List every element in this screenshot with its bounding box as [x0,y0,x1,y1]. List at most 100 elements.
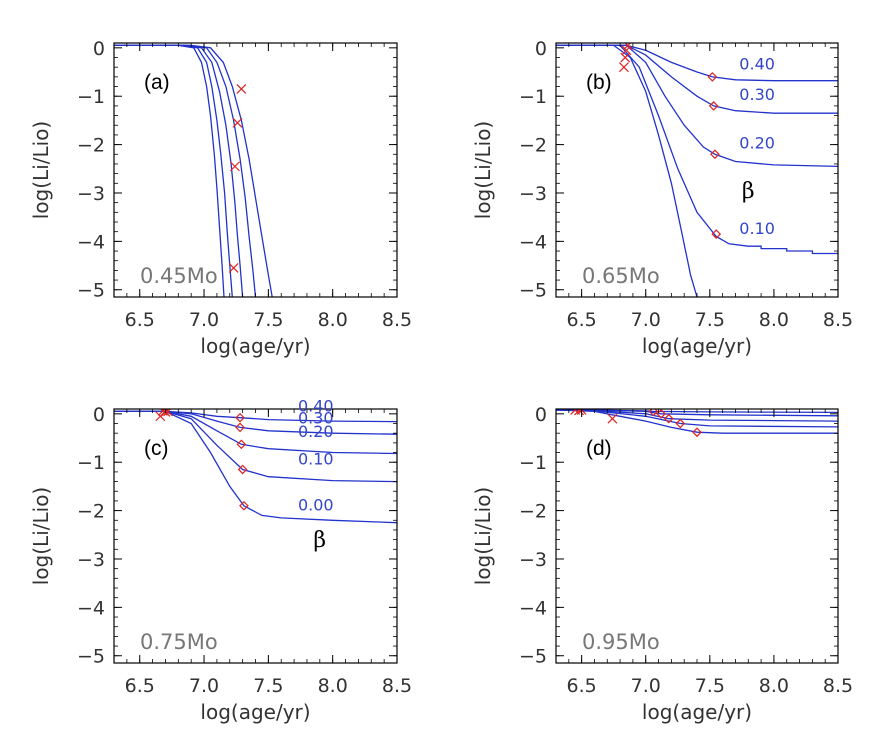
panel-2-beta-label: β [742,179,755,204]
panel-3: 6.5 7.0 7.5 8.0 8.5 0 −1 −2 −3 −4 −5 log(age/yr) log… [29,396,412,724]
panel-2-curve-label-4: 0.10 [739,219,775,238]
panel-3-xtick-label-3: 7.5 [253,675,283,697]
panel-4-diamond-marker-5 [692,427,702,438]
panel-1-xtick-label-1: 6.5 [125,309,155,331]
panel-2-ytick-label-4: −3 [519,183,547,205]
panel-4-ytick-label-2: −1 [519,452,547,474]
panel-3-ytick-label-1: 0 [93,404,105,426]
panel-3-diamond-marker-1 [235,412,245,423]
panel-3-cross-marker-8 [163,409,173,417]
panel-1-mass-label: 0.45Mo [140,264,218,288]
panel-3-ytick-label-4: −3 [77,549,105,571]
panel-3-cross-marker-9 [155,411,166,422]
panel-2-series-beta-0.20 [556,44,838,168]
panel-2-series-beta-0.10 [556,44,838,255]
panel-3-curve-label-3: 0.20 [298,422,334,441]
panel-3-ytick-label-6: −5 [77,646,105,668]
panel-1-xlabel: log(age/yr) [200,334,310,358]
panel-1-series-curve-4 [114,44,257,297]
panel-4-ytick-label-4: −3 [519,549,547,571]
panel-1-xtick-label-4: 8.0 [318,309,348,331]
panel-2-series-beta-0.30 [556,44,838,114]
panel-2-diamond-marker-4 [711,229,722,239]
panel-1-cross-marker-1 [236,84,247,94]
panel-2-ylabel: log(Li/Lio) [471,121,495,219]
panel-1-letter-label: (a) [144,71,170,94]
panel-2-ytick-label-5: −4 [519,231,547,253]
panel-2: 6.5 7.0 7.5 8.0 8.5 0 −1 −2 −3 −4 −5 log(age/yr) log… [471,38,853,358]
panel-4: 6.5 7.0 7.5 8.0 8.5 0 −1 −2 −3 −4 −5 log(age/yr) log… [471,404,853,724]
panel-4-xtick-label-1: 6.5 [567,675,597,697]
panel-2-xtick-label-5: 8.5 [823,309,853,331]
panel-1-series-curve-5 [114,44,273,297]
panel-3-curve-label-4: 0.10 [298,450,334,469]
panel-3-xtick-label-2: 7.0 [189,675,219,697]
panel-2-diamond-marker-1 [707,72,718,82]
panel-4-cross-marker-9 [607,413,618,424]
panel-4-mass-label: 0.95Mo [582,630,660,654]
panel-1-xtick-label-3: 7.5 [253,309,283,331]
panel-2-xtick-label-3: 7.5 [695,309,725,331]
panel-3-series-beta-0.00 [114,410,397,524]
panel-2-ytick-label-1: 0 [535,38,547,60]
panel-2-ytick-label-3: −2 [519,135,547,157]
panel-3-ytick-label-3: −2 [77,501,105,523]
panel-3-letter-label: (c) [144,437,169,460]
panel-2-xtick-label-2: 7.0 [631,309,661,331]
panel-2-diamond-marker-2 [708,101,719,111]
panel-2-series-beta-0.40 [556,44,838,82]
panel-4-ytick-label-1: 0 [535,404,547,426]
panel-4-xlabel: log(age/yr) [642,700,752,724]
panel-3-mass-label: 0.75Mo [140,630,218,654]
panel-4-ytick-label-5: −4 [519,597,547,619]
panel-1-xtick-label-5: 8.5 [382,309,412,331]
panel-2-xtick-label-4: 8.0 [759,309,789,331]
panel-2-ytick-label-2: −1 [519,86,547,108]
panel-4-xtick-label-3: 7.5 [695,675,725,697]
panel-2-series-beta-0.00 [556,44,698,297]
panel-3-ytick-label-2: −1 [77,452,105,474]
panel-1-ytick-label-1: 0 [93,38,105,60]
panel-4-xtick-label-5: 8.5 [823,675,853,697]
panel-4-series-beta-0.00 [556,409,838,434]
panel-3-data [114,409,397,524]
panel-4-ytick-label-3: −2 [519,501,547,523]
panel-2-cross-marker-7 [620,52,631,63]
panel-3-xlabel: log(age/yr) [200,700,310,724]
panel-1-series-curve-3 [114,44,244,297]
panel-2-data [556,43,838,297]
panel-1-ytick-label-5: −4 [77,231,105,253]
panel-4-data [556,409,838,438]
panel-2-diamond-marker-3 [710,149,720,160]
panel-2-cross-marker-8 [619,62,629,73]
panel-4-diamond-marker-1 [648,409,659,417]
panel-1-cross-marker-3 [229,161,240,172]
panel-2-xtick-label-1: 6.5 [567,309,597,331]
panel-1-ytick-label-4: −3 [77,183,105,205]
panel-4-diamond-marker-4 [675,418,686,429]
panel-2-xlabel: log(age/yr) [642,334,752,358]
panel-4-diamond-marker-3 [663,413,674,424]
panel-2-curve-label-3: 0.20 [739,133,775,152]
panel-1-xtick-label-2: 7.0 [189,309,219,331]
panel-1-cross-marker-4 [228,263,239,273]
panel-2-curve-label-1: 0.40 [739,55,775,74]
panel-3-xtick-label-5: 8.5 [382,675,412,697]
panel-1: 6.5 7.0 7.5 8.0 8.5 0 −1 −2 −3 −4 −5 log(age/yr) log… [29,38,412,358]
panel-4-xtick-label-2: 7.0 [631,675,661,697]
panel-1-ylabel: log(Li/Lio) [29,121,53,219]
panel-3-diamond-marker-2 [235,422,245,433]
panel-2-curve-label-2: 0.30 [739,85,775,104]
panel-3-xtick-label-1: 6.5 [125,675,155,697]
panel-1-cross-marker-2 [232,117,243,128]
panel-3-ytick-label-5: −4 [77,597,105,619]
panel-2-letter-label: (b) [586,71,612,94]
panel-1-data [114,44,273,297]
panel-4-ytick-label-6: −5 [519,646,547,668]
panel-3-curve-label-5: 0.00 [298,496,334,515]
panel-2-mass-label: 0.65Mo [582,264,660,288]
panel-3-ylabel: log(Li/Lio) [29,487,53,585]
panel-3-diamond-marker-4 [237,464,248,475]
panel-1-ytick-label-3: −2 [77,135,105,157]
